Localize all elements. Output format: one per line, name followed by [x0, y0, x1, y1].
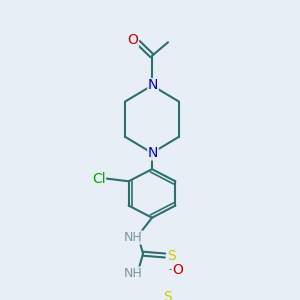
Text: N: N — [148, 146, 158, 160]
Text: S: S — [168, 248, 176, 262]
Text: Cl: Cl — [92, 172, 105, 186]
Text: NH: NH — [124, 231, 142, 244]
Text: N: N — [148, 79, 158, 92]
Text: S: S — [163, 290, 171, 300]
Text: NH: NH — [124, 267, 142, 280]
Text: O: O — [128, 34, 138, 47]
Text: O: O — [172, 263, 183, 277]
